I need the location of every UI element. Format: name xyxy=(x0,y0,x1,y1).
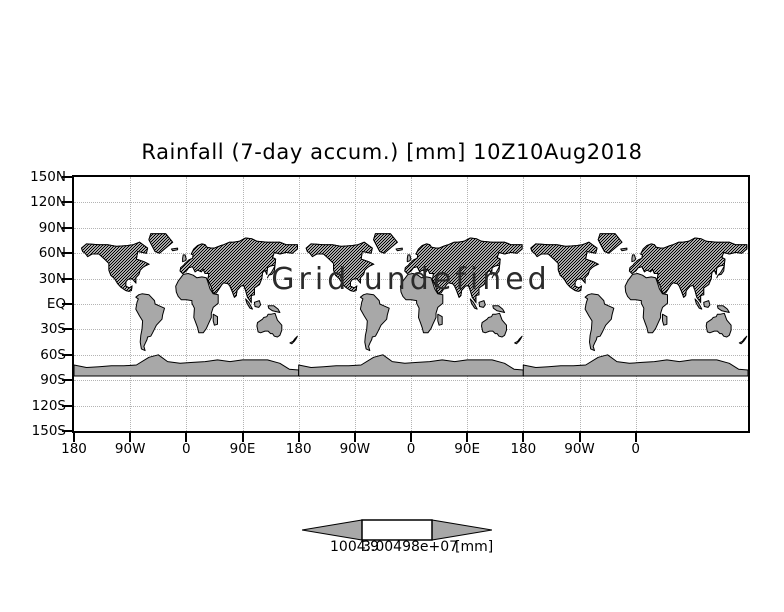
y-tick-mark xyxy=(62,201,72,204)
gridline xyxy=(354,177,357,431)
x-tick-label: 90W xyxy=(114,441,146,457)
x-tick-mark xyxy=(129,433,132,442)
y-tick-label: EQ xyxy=(46,296,66,312)
colorbar-swatch xyxy=(301,519,493,541)
x-tick-label: 90E xyxy=(229,441,256,457)
y-tick-mark xyxy=(62,303,72,305)
gridline xyxy=(635,177,638,431)
y-tick-label: 150S xyxy=(31,423,66,439)
x-tick-mark xyxy=(466,433,469,442)
y-tick-label: 60S xyxy=(40,346,66,363)
gridline xyxy=(411,177,413,431)
x-tick-mark xyxy=(410,433,412,442)
y-tick-mark xyxy=(62,379,72,382)
gridline xyxy=(523,177,525,431)
x-tick-mark xyxy=(353,433,356,442)
y-tick-label: 90N xyxy=(38,219,66,236)
x-tick-mark xyxy=(578,433,581,442)
y-tick-label: 60N xyxy=(38,245,66,262)
map-plot-area[interactable] xyxy=(72,175,750,433)
y-tick-mark xyxy=(62,353,72,356)
y-tick-label: 150N xyxy=(30,169,66,185)
x-tick-label: 0 xyxy=(631,441,640,457)
x-tick-label: 180 xyxy=(61,441,87,457)
y-tick-mark xyxy=(62,252,72,255)
gridline xyxy=(298,177,301,431)
colorbar-units-label: [mm] xyxy=(455,539,494,555)
x-tick-mark xyxy=(185,433,188,442)
x-tick-label: 180 xyxy=(285,441,312,457)
y-tick-label: 120S xyxy=(31,397,66,414)
x-tick-mark xyxy=(522,433,525,442)
x-tick-label: 180 xyxy=(510,441,537,457)
x-tick-mark xyxy=(73,433,75,442)
y-tick-label: 30S xyxy=(40,321,66,338)
x-tick-label: 90W xyxy=(564,441,595,457)
x-tick-mark xyxy=(241,433,244,442)
y-tick-mark xyxy=(62,430,72,432)
colorbar[interactable] xyxy=(301,516,493,544)
page-title: Rainfall (7-day accum.) [mm] 10Z10Aug201… xyxy=(141,140,643,164)
gridline xyxy=(186,177,188,431)
y-tick-mark xyxy=(62,328,72,331)
colorbar-min-label: 1004.9 xyxy=(330,539,379,555)
x-tick-label: 90E xyxy=(454,441,481,457)
y-tick-mark xyxy=(62,176,72,178)
gridline xyxy=(579,177,582,431)
y-tick-mark xyxy=(62,404,72,407)
y-tick-mark xyxy=(62,277,72,280)
y-tick-mark xyxy=(62,226,72,229)
x-tick-label: 90W xyxy=(339,441,371,457)
x-tick-mark xyxy=(297,433,300,442)
world-basemap xyxy=(74,233,748,377)
gridline xyxy=(467,177,469,431)
y-tick-label: 30N xyxy=(38,270,66,287)
y-tick-label: 90S xyxy=(40,372,66,389)
gridline xyxy=(242,177,245,431)
x-tick-mark xyxy=(634,433,637,442)
y-tick-label: 120N xyxy=(30,194,66,211)
x-tick-label: 0 xyxy=(406,441,416,457)
x-tick-label: 0 xyxy=(182,441,191,457)
gridline xyxy=(130,177,132,431)
colorbar-max-label: 3.00498e+07 xyxy=(362,539,459,555)
